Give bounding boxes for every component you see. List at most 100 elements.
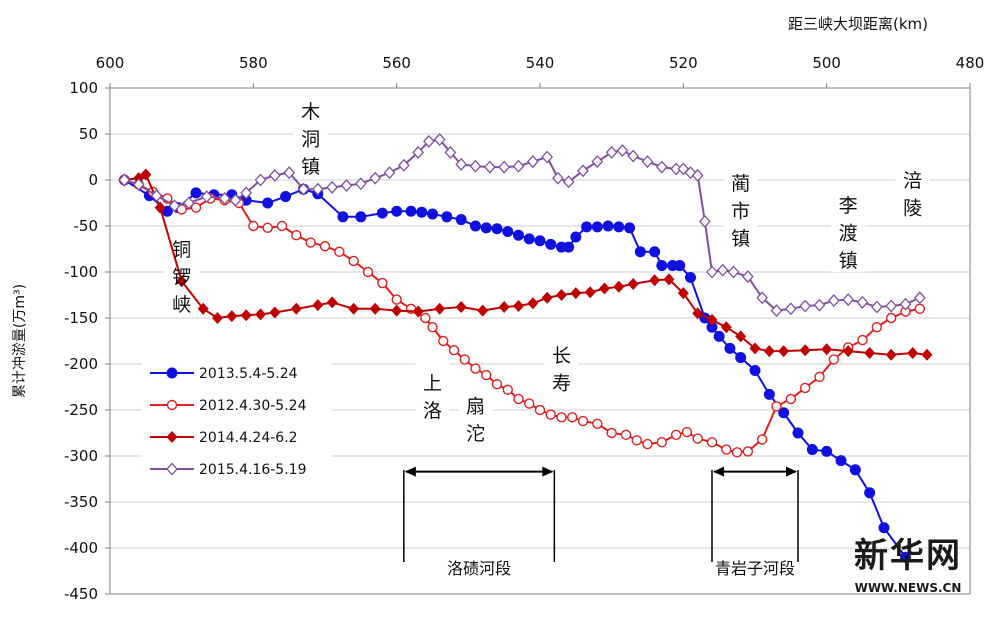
- data-point: [423, 134, 435, 148]
- data-point: [513, 300, 524, 313]
- reach-arrowhead-left: [713, 466, 724, 477]
- place-label: 陵: [903, 198, 922, 220]
- data-point: [731, 447, 743, 458]
- data-point: [376, 207, 388, 219]
- y-tick-label: -400: [64, 539, 98, 557]
- legend-marker: [166, 431, 178, 443]
- data-point: [545, 409, 556, 420]
- place-label: 长: [552, 345, 571, 367]
- x-tick-label: 540: [526, 54, 555, 72]
- data-point: [140, 168, 152, 181]
- data-point: [427, 208, 438, 220]
- y-tick-label: -300: [64, 447, 98, 465]
- legend: 2013.5.4-5.24 2012.4.30-5.24 2014.4.24-6.2…: [142, 356, 332, 480]
- annotation-frames: [164, 89, 930, 445]
- place-label: 蔺: [731, 173, 750, 195]
- data-point: [584, 286, 596, 299]
- data-point: [377, 277, 388, 289]
- data-point: [527, 297, 539, 310]
- data-point: [268, 168, 281, 182]
- data-point: [455, 214, 467, 226]
- place-label: 涪: [903, 170, 922, 192]
- data-point: [885, 299, 898, 313]
- data-point: [706, 313, 718, 326]
- data-point: [455, 157, 468, 171]
- data-point: [118, 173, 131, 187]
- data-point: [602, 220, 614, 232]
- data-point: [827, 294, 840, 307]
- place-label: 市: [731, 200, 750, 222]
- data-point: [567, 412, 578, 423]
- x-tick-label: 480: [956, 54, 985, 72]
- data-point: [605, 145, 618, 159]
- data-point: [229, 193, 242, 207]
- data-point: [581, 221, 593, 233]
- data-point: [226, 310, 238, 323]
- data-point: [814, 371, 825, 383]
- data-point: [218, 191, 231, 205]
- data-point: [842, 293, 855, 307]
- legend-label: 2014.4.24-6.2: [199, 430, 298, 446]
- place-label: 李: [839, 195, 858, 217]
- data-point: [326, 180, 339, 194]
- data-point: [448, 345, 460, 356]
- data-point: [416, 206, 428, 218]
- reach-brackets: 洛碛河段 青岩子河段: [403, 466, 799, 578]
- y-tick-label: 50: [79, 125, 98, 143]
- data-point: [616, 144, 629, 158]
- data-point: [459, 354, 470, 365]
- data-point: [828, 354, 840, 365]
- data-point: [182, 196, 195, 210]
- data-point: [541, 150, 554, 164]
- data-point: [498, 160, 511, 174]
- data-point: [899, 297, 912, 311]
- data-point: [674, 260, 686, 272]
- data-point: [391, 304, 403, 317]
- data-point: [512, 159, 525, 173]
- data-point: [369, 171, 382, 185]
- reach-label: 洛碛河段: [447, 559, 511, 578]
- data-point: [613, 280, 625, 293]
- data-point: [545, 238, 557, 250]
- data-point: [627, 149, 640, 163]
- x-axis-title: 距三峡大坝距离(km): [788, 15, 928, 33]
- watermark: 新华网 WWW.NEWS.CN: [854, 536, 962, 595]
- y-tick-label: -450: [64, 585, 98, 603]
- data-point: [190, 202, 202, 213]
- data-point: [240, 186, 253, 200]
- data-point: [556, 412, 567, 423]
- data-point: [677, 287, 689, 300]
- data-point: [756, 434, 768, 445]
- data-point: [620, 429, 632, 441]
- data-point: [197, 302, 209, 315]
- data-point: [455, 300, 467, 313]
- y-tick-label: -250: [64, 401, 98, 419]
- series-lines: [118, 133, 933, 563]
- watermark-logo: 新华网: [854, 536, 962, 576]
- data-point: [469, 159, 482, 173]
- data-point: [631, 435, 642, 446]
- y-tick-label: -50: [74, 217, 99, 235]
- x-tick-label: 580: [239, 54, 268, 72]
- data-point: [498, 300, 510, 313]
- data-point: [599, 282, 610, 295]
- x-axis: 600 580 560 540 520 500 480: [96, 54, 985, 88]
- data-point: [150, 189, 163, 203]
- data-point: [634, 246, 646, 258]
- data-point: [534, 235, 546, 247]
- data-point: [311, 182, 324, 196]
- place-label: 寿: [552, 372, 571, 394]
- data-point: [524, 398, 535, 409]
- data-point: [391, 205, 403, 217]
- data-point: [698, 214, 711, 228]
- data-point: [290, 302, 302, 315]
- data-point: [348, 302, 360, 315]
- legend-label: 2012.4.30-5.24: [199, 398, 307, 414]
- data-point: [480, 222, 492, 234]
- data-point: [792, 427, 804, 439]
- data-point: [513, 229, 524, 241]
- data-point: [297, 182, 310, 196]
- data-point: [276, 220, 288, 232]
- data-point: [405, 205, 417, 217]
- data-point: [735, 330, 747, 343]
